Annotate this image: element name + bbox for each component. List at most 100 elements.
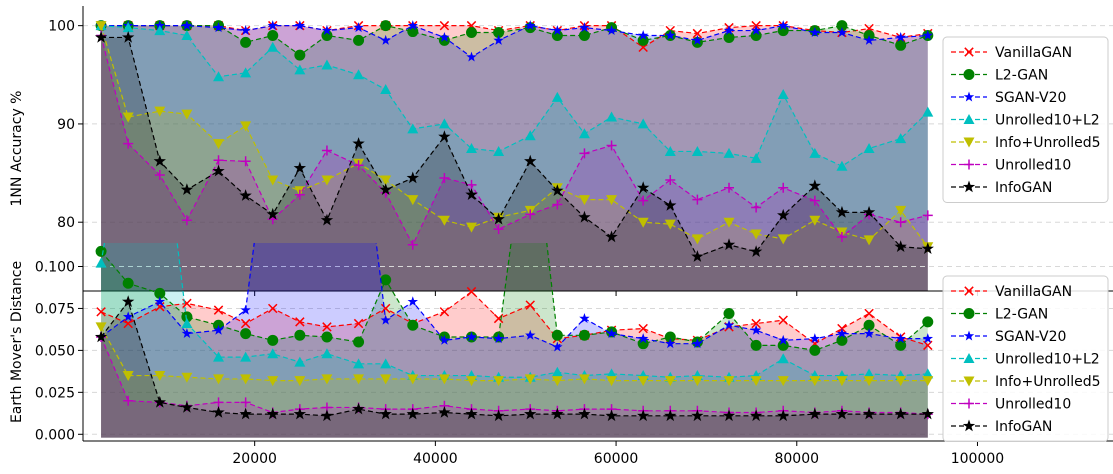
point-infogan — [808, 179, 822, 192]
point-unrolled10-l2 — [466, 143, 478, 153]
point-unrolled10-l2 — [863, 368, 875, 379]
y-tick-label: 0.075 — [35, 301, 75, 317]
y-tick-labels: 0.000 0.025 0.050 0.075 0.100 — [35, 259, 83, 443]
point-l2-gan — [723, 31, 735, 43]
point-sgan-v20 — [380, 34, 391, 45]
y-tick-label: 0.100 — [35, 259, 75, 275]
point-l2-gan — [551, 329, 563, 341]
point-info-unrolled5 — [181, 372, 193, 383]
point-infogan — [239, 407, 252, 420]
point-info-unrolled5 — [438, 374, 450, 385]
point-unrolled10-l2 — [181, 318, 193, 329]
legend-label: InfoGAN — [995, 180, 1052, 196]
point-l2-gan — [267, 29, 279, 41]
legend-entry-sgan-v20: SGAN-V20 — [951, 329, 1066, 345]
series-infogan — [94, 295, 934, 422]
point-sgan-v20 — [294, 20, 306, 31]
point-info-unrolled5 — [240, 121, 252, 132]
point-unrolled10 — [321, 145, 332, 156]
point-l2-gan — [294, 49, 306, 61]
point-infogan — [153, 154, 166, 167]
point-infogan — [438, 130, 451, 142]
point-sgan-v20 — [267, 20, 278, 31]
legend-box — [942, 275, 1109, 442]
area-unrolled10-l2 — [101, 25, 928, 291]
point-l2-gan — [294, 329, 306, 341]
legend-entry-info-unrolled5: Info+Unrolled5 — [951, 135, 1101, 151]
point-vanillagan — [353, 318, 364, 329]
x-tick-label: 20000 — [232, 451, 277, 467]
legend-label: SGAN-V20 — [995, 90, 1066, 106]
point-info-unrolled5 — [466, 222, 478, 233]
point-info-unrolled5 — [578, 195, 590, 206]
point-unrolled10 — [154, 170, 165, 181]
legend-entry-l2-gan: L2-GAN — [951, 68, 1048, 84]
point-infogan — [320, 409, 334, 422]
legend-marker-l2-gan — [963, 308, 975, 319]
point-info-unrolled5 — [353, 374, 365, 385]
legend-entry-unrolled10: Unrolled10 — [951, 158, 1071, 174]
point-infogan — [777, 208, 790, 221]
point-infogan — [636, 181, 650, 194]
series-unrolled10-l2 — [95, 20, 934, 171]
legend-entry-l2-gan: L2-GAN — [951, 307, 1048, 323]
legend-entry-unrolled10: Unrolled10 — [951, 397, 1071, 413]
series-areas — [101, 243, 928, 438]
y-axis-label: Earth Mover's Distance — [9, 261, 25, 423]
area-unrolled10 — [101, 35, 928, 291]
point-unrolled10-l2 — [723, 147, 735, 158]
point-infogan — [894, 407, 907, 420]
x-tick-label: 80000 — [774, 451, 819, 467]
legend-entry-info-unrolled5: Info+Unrolled5 — [951, 374, 1101, 390]
point-sgan-v20 — [407, 296, 419, 307]
point-vanillagan — [213, 305, 224, 315]
legend-entry-infogan: InfoGAN — [951, 180, 1052, 196]
point-info-unrolled5 — [723, 376, 735, 387]
point-info-unrolled5 — [213, 139, 225, 150]
point-unrolled10-l2 — [493, 145, 505, 156]
point-infogan — [551, 184, 564, 197]
point-infogan — [212, 164, 225, 177]
point-infogan — [691, 250, 704, 262]
point-info-unrolled5 — [122, 371, 134, 382]
y-tick-label: 0.050 — [35, 343, 75, 359]
legend: VanillaGAN L2-GAN SGAN-V20 Unrolled10+L2 Inf… — [942, 36, 1109, 203]
point-sgan-v20 — [493, 34, 504, 45]
point-unrolled10-l2 — [922, 368, 934, 379]
point-unrolled10 — [638, 195, 649, 206]
point-info-unrolled5 — [750, 229, 762, 240]
point-sgan-v20 — [122, 311, 134, 322]
point-info-unrolled5 — [578, 374, 590, 385]
point-info-unrolled5 — [809, 215, 821, 226]
point-vanillagan — [380, 303, 391, 314]
point-sgan-v20 — [750, 25, 762, 36]
point-unrolled10-l2 — [267, 41, 279, 52]
point-sgan-v20 — [895, 31, 906, 42]
point-infogan — [379, 407, 392, 420]
point-infogan — [406, 171, 419, 184]
y-tick-labels: 80 90 100 — [48, 19, 83, 231]
point-info-unrolled5 — [750, 376, 762, 387]
point-l2-gan — [240, 328, 252, 340]
point-info-unrolled5 — [267, 175, 279, 186]
series-unrolled10 — [96, 30, 933, 250]
point-infogan — [808, 407, 822, 420]
line-vanillagan — [100, 290, 928, 346]
point-infogan — [605, 230, 618, 243]
point-infogan — [636, 409, 650, 422]
point-sgan-v20 — [466, 331, 477, 342]
point-vanillagan — [525, 300, 535, 310]
line-sgan-v20 — [100, 243, 928, 348]
point-l2-gan — [122, 277, 134, 289]
point-sgan-v20 — [777, 334, 789, 345]
point-info-unrolled5 — [777, 376, 789, 387]
point-unrolled10 — [353, 160, 364, 171]
point-info-unrolled5 — [380, 175, 392, 186]
y-axis-label: 1NN Accuracy % — [9, 91, 25, 207]
point-unrolled10-l2 — [353, 358, 365, 369]
legend-label: L2-GAN — [995, 307, 1048, 323]
point-unrolled10-l2 — [750, 152, 762, 163]
series-areas — [101, 25, 928, 291]
area-l2-gan — [101, 243, 928, 438]
point-sgan-v20 — [692, 34, 703, 45]
